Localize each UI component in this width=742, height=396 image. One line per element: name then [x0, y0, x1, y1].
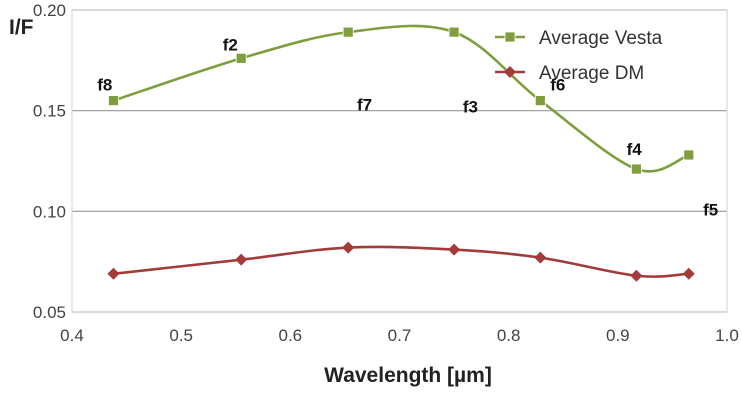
- x-tick-label: 0.9: [606, 326, 630, 345]
- annotation-layer: f8 f2 f7 f3 f6 f4 f5: [97, 35, 718, 219]
- data-point-average-vesta: [630, 163, 642, 175]
- annotation-f2: f2: [223, 35, 238, 54]
- annotation-f6: f6: [550, 76, 565, 95]
- annotation-f4: f4: [627, 140, 643, 159]
- x-tick-label: 0.4: [60, 326, 84, 345]
- y-axis-title: I/F: [9, 16, 34, 39]
- data-point-average-dm: [534, 251, 547, 264]
- data-point-average-vesta: [342, 26, 354, 38]
- plot-frame: [71, 9, 728, 313]
- data-point-average-dm: [448, 243, 461, 256]
- annotation-f7: f7: [357, 96, 372, 115]
- series-average-dm: [107, 241, 695, 282]
- legend: Average Vesta Average DM: [495, 28, 663, 84]
- data-point-average-vesta: [235, 52, 247, 64]
- data-point-average-dm: [235, 253, 248, 266]
- data-point-average-dm: [107, 267, 120, 280]
- x-axis-title: Wavelength [µm]: [324, 364, 492, 387]
- y-tick-label: 0.05: [33, 303, 66, 322]
- y-tick-label: 0.15: [33, 102, 66, 121]
- y-tick-labels: 0.05 0.10 0.15 0.20: [33, 1, 66, 322]
- legend-label-average-dm: Average DM: [539, 63, 644, 84]
- annotation-f5: f5: [703, 200, 718, 219]
- data-point-average-vesta: [448, 26, 460, 38]
- data-point-average-vesta: [683, 149, 695, 161]
- y-tick-label: 0.10: [33, 202, 66, 221]
- series-layer: [107, 24, 695, 282]
- data-point-average-dm: [630, 269, 643, 282]
- y-tick-label: 0.20: [33, 1, 66, 20]
- x-tick-label: 0.6: [279, 326, 303, 345]
- legend-marker-average-dm: [504, 66, 516, 78]
- legend-marker-average-vesta: [504, 31, 516, 43]
- data-point-average-vesta: [534, 95, 546, 106]
- annotation-f8: f8: [97, 76, 112, 95]
- data-point-average-dm: [342, 241, 355, 254]
- data-point-average-vesta: [108, 95, 119, 106]
- x-tick-label: 0.8: [497, 326, 521, 345]
- legend-label-average-vesta: Average Vesta: [539, 28, 663, 49]
- series-average-vesta: [108, 24, 695, 175]
- annotation-f3: f3: [463, 98, 478, 117]
- x-tick-label: 0.5: [169, 326, 193, 345]
- series-line-average-dm: [113, 245, 689, 278]
- x-tick-label: 1.0: [715, 326, 739, 345]
- x-tick-labels: 0.4 0.5 0.6 0.7 0.8 0.9 1.0: [60, 326, 739, 345]
- x-tick-label: 0.7: [388, 326, 412, 345]
- data-point-average-dm: [682, 267, 695, 280]
